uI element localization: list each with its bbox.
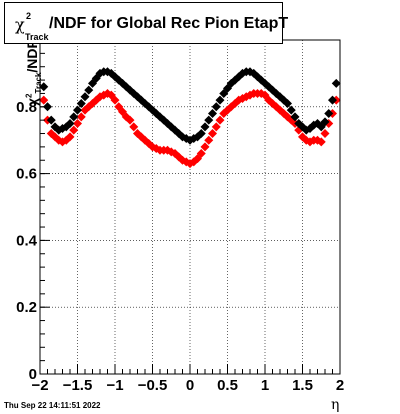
black-data-point — [84, 85, 94, 95]
black-data-point — [80, 92, 90, 102]
red-data-point — [73, 119, 82, 128]
grid — [40, 40, 340, 374]
y-title-suffix: /NDF — [24, 39, 40, 73]
red-data-point — [200, 142, 210, 152]
y-tick-label: 0.8 — [16, 99, 37, 116]
red-data-point — [110, 95, 120, 105]
x-tick-label: −0.5 — [138, 377, 168, 394]
black-data-point — [211, 102, 221, 112]
title-box: χ 2 Track /NDF for Global Rec Pion EtapT — [4, 2, 288, 44]
red-data-point — [65, 132, 75, 142]
black-data-point — [69, 112, 79, 122]
black-data-point — [328, 95, 337, 105]
x-tick-label: −1 — [106, 377, 123, 394]
black-data-point — [39, 82, 49, 92]
chart-title: /NDF for Global Rec Pion EtapT — [49, 15, 289, 32]
black-data-point — [290, 112, 300, 122]
black-data-point — [283, 98, 292, 108]
red-data-point — [125, 115, 135, 125]
title-chi-sup: 2 — [26, 11, 32, 21]
black-data-point — [200, 122, 210, 132]
y-title-prefix: χ — [24, 97, 40, 106]
red-data-point — [129, 122, 139, 132]
x-tick-label: 1.5 — [292, 377, 313, 394]
title-chi-sub: Track — [25, 32, 49, 42]
y-tick-label: 0.6 — [16, 166, 37, 183]
black-data-point — [196, 129, 206, 139]
series-layer — [39, 67, 341, 169]
x-tick-label: 1 — [261, 377, 269, 394]
black-data-point — [46, 115, 56, 125]
black-data-point — [324, 108, 334, 118]
y-title-sub: Track — [33, 72, 43, 94]
y-tick-label: 0 — [29, 366, 37, 383]
black-data-point — [65, 119, 75, 128]
x-axis-title: η — [331, 397, 340, 413]
x-tick-label: −2 — [31, 377, 48, 394]
x-axis: −2 −1.5 −1 −0.5 0 0.5 1 1.5 2 — [31, 364, 344, 394]
x-tick-label: −1.5 — [63, 377, 93, 394]
black-data-point — [204, 115, 214, 125]
y-tick-label: 0.2 — [16, 299, 37, 316]
red-data-point — [76, 112, 86, 122]
x-tick-label: 0.5 — [217, 377, 238, 394]
black-data-point — [215, 95, 225, 105]
black-data-point — [286, 105, 296, 115]
x-tick-label: 2 — [336, 377, 344, 394]
red-data-point — [320, 129, 330, 139]
y-axis-title: χ2Track/NDF — [2, 40, 43, 136]
title-chi: χ — [15, 15, 25, 34]
black-data-point — [208, 108, 217, 118]
red-data-point — [204, 135, 214, 145]
black-data-point — [73, 105, 82, 115]
red-data-point — [316, 137, 326, 147]
y-axis: 0 0.2 0.4 0.6 0.8 — [16, 39, 50, 383]
black-data-point — [331, 78, 341, 88]
red-data-point — [211, 122, 221, 132]
y-title-sup: 2 — [24, 93, 34, 98]
red-data-point — [208, 129, 217, 139]
red-data-point — [215, 115, 225, 125]
x-tick-label: 0 — [186, 377, 194, 394]
y-tick-label: 0.4 — [16, 232, 38, 249]
red-data-point — [196, 149, 206, 159]
date-stamp: Thu Sep 22 14:11:51 2022 — [4, 401, 101, 410]
black-data-point — [320, 117, 330, 127]
black-data-point — [76, 98, 86, 108]
red-data-point — [69, 125, 79, 135]
red-data-point — [39, 95, 49, 105]
